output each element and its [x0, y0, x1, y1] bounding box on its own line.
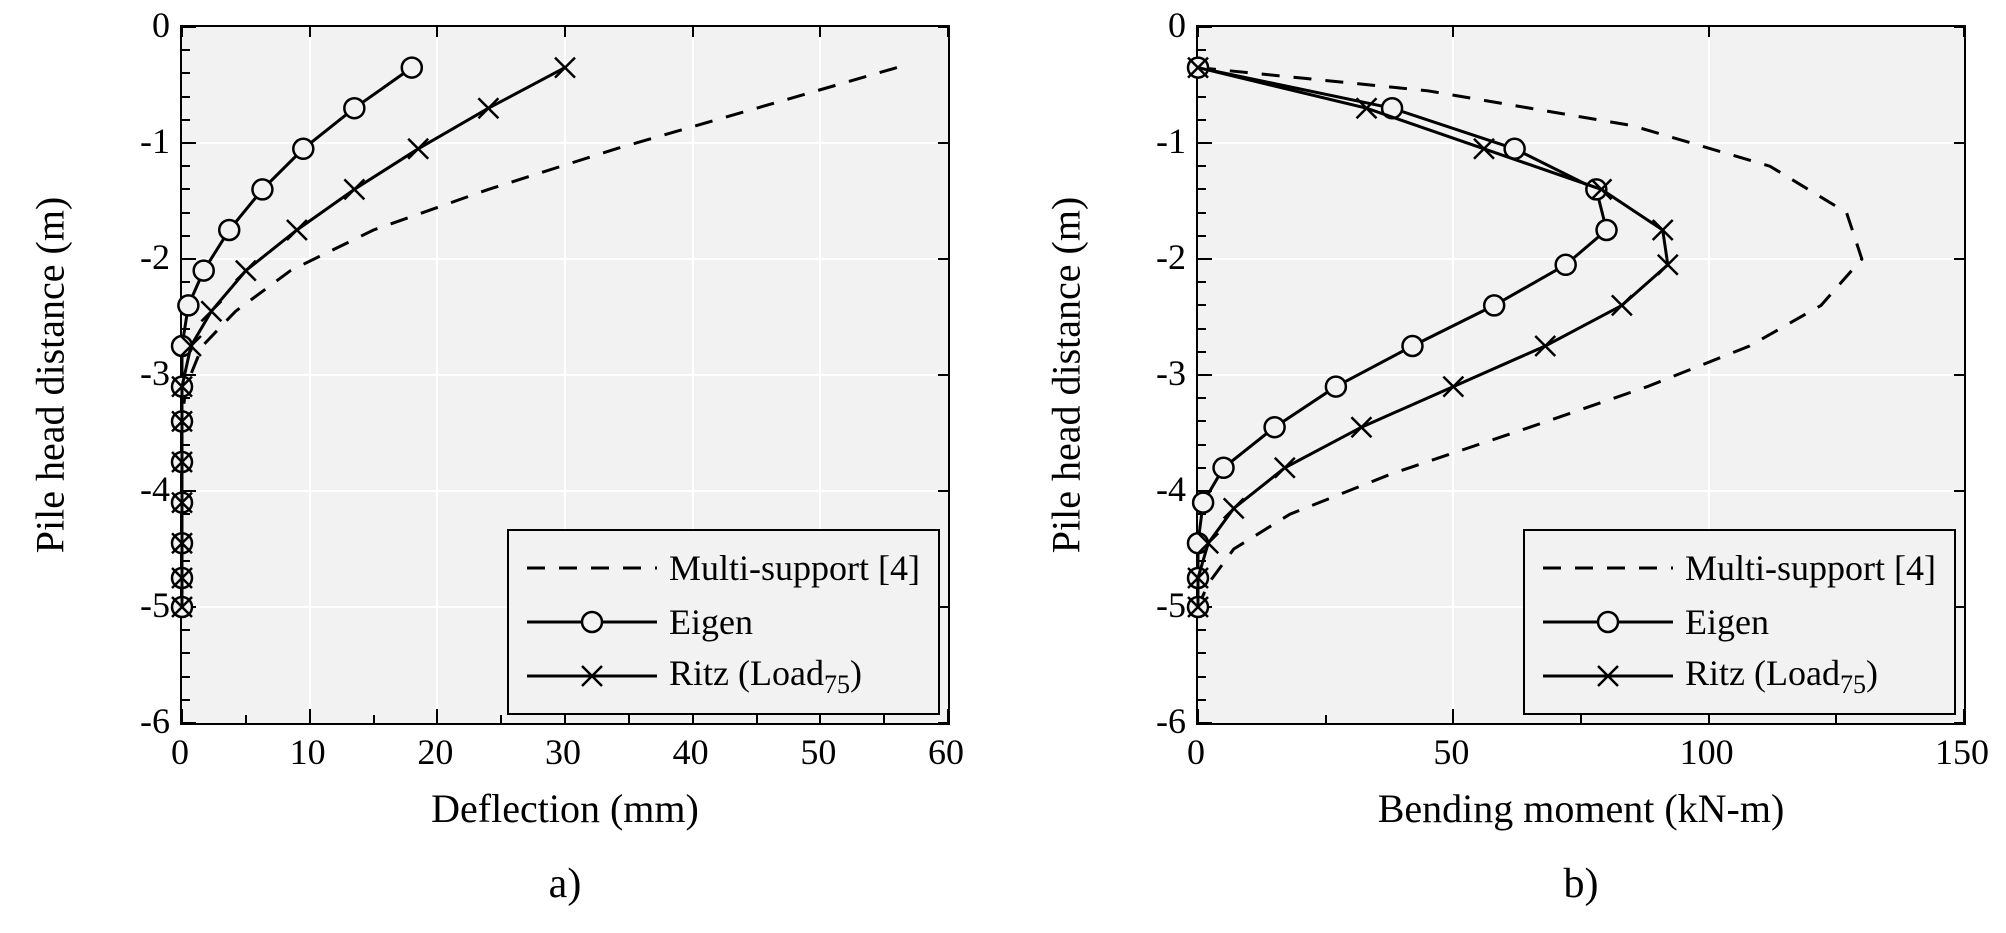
tick-label-x: 60 [928, 731, 964, 773]
tick-label-x: 150 [1935, 731, 1989, 773]
tick-label-x: 40 [673, 731, 709, 773]
y-axis-label-b: Pile head distance (m) [1043, 197, 1090, 554]
legend: Multi-support [4] Eigen Ritz (Load75) [507, 529, 940, 715]
x-axis-label-a: Deflection (mm) [431, 785, 699, 832]
series-ritz [182, 68, 565, 607]
legend-row: Ritz (Load75) [527, 649, 920, 703]
legend-row: Multi-support [4] [527, 541, 920, 595]
plot-area-a: Multi-support [4] Eigen Ritz (Load75) [180, 25, 950, 725]
legend-sample [1543, 548, 1673, 588]
tick-label-y: -5 [1136, 584, 1186, 626]
tick-label-x: 50 [1433, 731, 1469, 773]
figure-wrap: { "background_color": "#ffffff", "plot_b… [0, 0, 2006, 933]
legend-label: Eigen [669, 601, 753, 643]
legend-label: Ritz (Load75) [669, 652, 862, 700]
caption-b: b) [1564, 860, 1599, 908]
legend-sample [527, 656, 657, 696]
tick-label-y: 0 [120, 4, 170, 46]
tick-label-y: -2 [120, 236, 170, 278]
legend-label: Multi-support [4] [1685, 547, 1936, 589]
tick-label-y: -3 [120, 352, 170, 394]
panel-a: Multi-support [4] Eigen Ritz (Load75) Pile… [0, 0, 990, 933]
legend-row: Eigen [1543, 595, 1936, 649]
tick-label-y: -4 [120, 468, 170, 510]
legend-label: Multi-support [4] [669, 547, 920, 589]
legend-sample [1543, 602, 1673, 642]
legend-sample [1543, 656, 1673, 696]
series-multi_support [182, 68, 897, 607]
tick-label-y: -3 [1136, 352, 1186, 394]
panel-b: Multi-support [4] Eigen Ritz (Load75) Pile… [1016, 0, 2006, 933]
tick-label-y: -6 [120, 700, 170, 742]
legend-row: Multi-support [4] [1543, 541, 1936, 595]
legend-row: Ritz (Load75) [1543, 649, 1936, 703]
tick-label-y: -2 [1136, 236, 1186, 278]
tick-label-y: 0 [1136, 4, 1186, 46]
legend-row: Eigen [527, 595, 920, 649]
tick-label-x: 50 [800, 731, 836, 773]
legend-sample [527, 602, 657, 642]
tick-label-y: -5 [120, 584, 170, 626]
series-multi_support [1198, 68, 1862, 607]
caption-a: a) [549, 860, 582, 908]
tick-label-y: -4 [1136, 468, 1186, 510]
x-axis-label-b: Bending moment (kN-m) [1378, 785, 1785, 832]
y-axis-label-a: Pile head distance (m) [27, 197, 74, 554]
legend-label: Ritz (Load75) [1685, 652, 1878, 700]
series-eigen [1198, 68, 1607, 607]
tick-label-y: -1 [1136, 120, 1186, 162]
tick-label-x: 0 [171, 731, 189, 773]
tick-label-y: -1 [120, 120, 170, 162]
legend-label: Eigen [1685, 601, 1769, 643]
legend-sample [527, 548, 657, 588]
tick-label-x: 100 [1680, 731, 1734, 773]
tick-label-x: 30 [545, 731, 581, 773]
legend: Multi-support [4] Eigen Ritz (Load75) [1523, 529, 1956, 715]
tick-label-y: -6 [1136, 700, 1186, 742]
tick-label-x: 20 [417, 731, 453, 773]
tick-label-x: 0 [1187, 731, 1205, 773]
plot-area-b: Multi-support [4] Eigen Ritz (Load75) [1196, 25, 1966, 725]
tick-label-x: 10 [290, 731, 326, 773]
